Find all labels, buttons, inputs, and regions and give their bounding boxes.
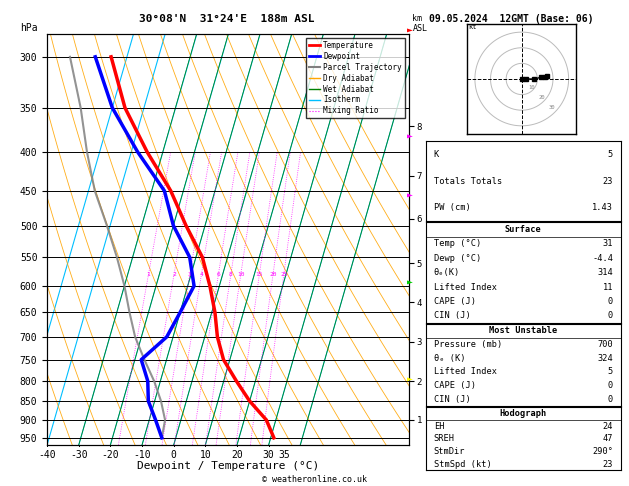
Text: km
ASL: km ASL bbox=[413, 14, 428, 33]
Text: Surface: Surface bbox=[505, 225, 542, 234]
Text: 3: 3 bbox=[188, 272, 192, 277]
Text: 0: 0 bbox=[608, 395, 613, 403]
Text: 8: 8 bbox=[229, 272, 233, 277]
Text: 5: 5 bbox=[608, 150, 613, 159]
Text: CIN (J): CIN (J) bbox=[433, 312, 470, 320]
Text: 47: 47 bbox=[603, 434, 613, 443]
Text: 314: 314 bbox=[598, 268, 613, 277]
Text: CIN (J): CIN (J) bbox=[433, 395, 470, 403]
Text: 5: 5 bbox=[608, 367, 613, 376]
Text: SREH: SREH bbox=[433, 434, 455, 443]
Text: θₑ(K): θₑ(K) bbox=[433, 268, 460, 277]
Text: EH: EH bbox=[433, 422, 444, 431]
Text: 10: 10 bbox=[528, 85, 535, 90]
Text: Hodograph: Hodograph bbox=[499, 409, 547, 418]
Text: 24: 24 bbox=[603, 422, 613, 431]
Text: ►: ► bbox=[408, 131, 413, 141]
Text: Totals Totals: Totals Totals bbox=[433, 176, 502, 186]
Text: Pressure (mb): Pressure (mb) bbox=[433, 340, 502, 349]
Text: StmDir: StmDir bbox=[433, 447, 465, 456]
Text: 25: 25 bbox=[280, 272, 287, 277]
Text: StmSpd (kt): StmSpd (kt) bbox=[433, 460, 491, 469]
Text: 700: 700 bbox=[598, 340, 613, 349]
Text: ►: ► bbox=[408, 24, 413, 34]
Text: CAPE (J): CAPE (J) bbox=[433, 297, 476, 306]
Text: K: K bbox=[433, 150, 439, 159]
Text: 35: 35 bbox=[279, 450, 291, 460]
Text: Temp (°C): Temp (°C) bbox=[433, 239, 481, 248]
Text: 30: 30 bbox=[548, 105, 555, 110]
Text: Dewp (°C): Dewp (°C) bbox=[433, 254, 481, 263]
Text: -20: -20 bbox=[102, 450, 120, 460]
Text: -40: -40 bbox=[38, 450, 56, 460]
Text: -4.4: -4.4 bbox=[592, 254, 613, 263]
Text: 1.43: 1.43 bbox=[592, 203, 613, 212]
Text: 11: 11 bbox=[603, 282, 613, 292]
Text: ►: ► bbox=[408, 190, 413, 199]
Text: 0: 0 bbox=[608, 297, 613, 306]
Text: 10: 10 bbox=[199, 450, 211, 460]
Text: 30: 30 bbox=[263, 450, 275, 460]
Text: 31: 31 bbox=[603, 239, 613, 248]
Text: PW (cm): PW (cm) bbox=[433, 203, 470, 212]
Text: Lifted Index: Lifted Index bbox=[433, 282, 497, 292]
Text: ►: ► bbox=[408, 374, 413, 384]
Text: 09.05.2024  12GMT (Base: 06): 09.05.2024 12GMT (Base: 06) bbox=[429, 14, 594, 24]
Legend: Temperature, Dewpoint, Parcel Trajectory, Dry Adiabat, Wet Adiabat, Isotherm, Mi: Temperature, Dewpoint, Parcel Trajectory… bbox=[306, 38, 405, 119]
Text: 20: 20 bbox=[231, 450, 243, 460]
Text: Lifted Index: Lifted Index bbox=[433, 367, 497, 376]
Text: -30: -30 bbox=[70, 450, 87, 460]
Text: kt: kt bbox=[469, 24, 477, 30]
Text: 324: 324 bbox=[598, 354, 613, 363]
Text: 20: 20 bbox=[538, 95, 545, 100]
Text: θₑ (K): θₑ (K) bbox=[433, 354, 465, 363]
Y-axis label: Mixing Ratio (g/kg): Mixing Ratio (g/kg) bbox=[491, 188, 500, 291]
Text: 23: 23 bbox=[603, 460, 613, 469]
X-axis label: Dewpoint / Temperature (°C): Dewpoint / Temperature (°C) bbox=[137, 461, 319, 471]
Text: 0: 0 bbox=[171, 450, 177, 460]
Text: Most Unstable: Most Unstable bbox=[489, 327, 557, 335]
Text: 10: 10 bbox=[237, 272, 245, 277]
Text: 4: 4 bbox=[199, 272, 203, 277]
Text: 30°08'N  31°24'E  188m ASL: 30°08'N 31°24'E 188m ASL bbox=[138, 14, 314, 24]
Text: 6: 6 bbox=[216, 272, 220, 277]
Text: © weatheronline.co.uk: © weatheronline.co.uk bbox=[262, 474, 367, 484]
Text: ►: ► bbox=[408, 277, 413, 287]
Text: 1: 1 bbox=[147, 272, 150, 277]
Text: 15: 15 bbox=[255, 272, 263, 277]
Text: hPa: hPa bbox=[20, 23, 38, 33]
Text: 2: 2 bbox=[172, 272, 176, 277]
Text: 20: 20 bbox=[269, 272, 277, 277]
Text: 0: 0 bbox=[608, 312, 613, 320]
Text: 23: 23 bbox=[603, 176, 613, 186]
Text: CAPE (J): CAPE (J) bbox=[433, 381, 476, 390]
Text: 0: 0 bbox=[608, 381, 613, 390]
Text: 290°: 290° bbox=[592, 447, 613, 456]
Text: -10: -10 bbox=[133, 450, 151, 460]
